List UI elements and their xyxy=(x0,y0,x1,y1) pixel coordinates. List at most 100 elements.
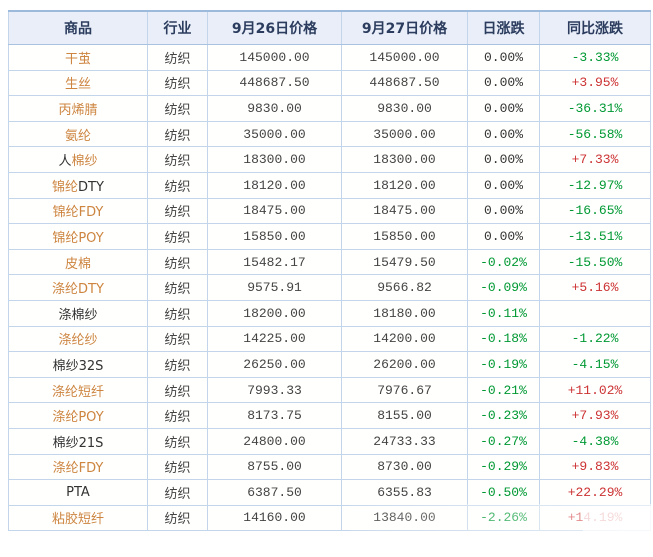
price-0927-cell: 35000.00 xyxy=(341,120,468,148)
price-0927-cell: 448687.50 xyxy=(341,69,468,97)
commodity-link[interactable]: 锦纶DTY xyxy=(8,171,148,199)
price-0927-cell: 15479.50 xyxy=(341,248,468,276)
table-body: 干茧 纺织 145000.00 145000.00 0.00% -3.33% 生丝 纺织 448… xyxy=(8,44,651,532)
daily-change-cell: -2.26% xyxy=(467,504,540,532)
price-0926-cell: 9830.00 xyxy=(207,95,342,122)
price-0927-cell: 26200.00 xyxy=(341,351,468,378)
industry-cell: 纺织 xyxy=(147,197,208,225)
price-0926-cell: 15850.00 xyxy=(207,223,342,250)
daily-change-cell: -0.50% xyxy=(467,479,540,506)
commodity-link[interactable]: 涤纶短纤 xyxy=(8,376,148,404)
price-0926-cell: 18120.00 xyxy=(207,171,342,199)
commodity-name-part: 涤纶POY xyxy=(52,410,104,426)
price-0926-cell: 18300.00 xyxy=(207,146,342,173)
yoy-change-cell: -12.97% xyxy=(539,171,651,199)
commodity-name-part: 棉纱21S xyxy=(52,435,104,451)
yoy-change-cell: -15.50% xyxy=(539,248,651,276)
daily-change-cell: -0.02% xyxy=(467,248,540,276)
commodity-name-part: PTA xyxy=(66,484,90,500)
commodity-name-part: 干茧 xyxy=(64,51,91,67)
yoy-change-cell: -4.38% xyxy=(539,427,651,455)
commodity-name-part: 丙烯腈 xyxy=(58,102,98,118)
commodity-name-part: 氨纶 xyxy=(64,128,91,144)
commodity-link[interactable]: 涤纶POY xyxy=(8,402,148,429)
table-row: 涤纶短纤 纺织 7993.33 7976.67 -0.21% +11.02% xyxy=(8,376,651,404)
commodity-link[interactable]: 涤纶FDY xyxy=(8,453,148,481)
commodity-link[interactable]: 皮棉 xyxy=(8,248,148,276)
header-row: 商品 行业 9月26日价格 9月27日价格 日涨跌 同比涨跌 xyxy=(8,10,651,45)
industry-cell: 纺织 xyxy=(147,453,208,481)
price-0926-cell: 8173.75 xyxy=(207,402,342,429)
yoy-change-cell: +11.02% xyxy=(539,376,651,404)
commodity-label: 棉纱21S xyxy=(8,427,148,455)
commodity-name-part: 涤纶纱 xyxy=(58,333,98,349)
table-row: 涤纶FDY 纺织 8755.00 8730.00 -0.29% +9.83% xyxy=(8,453,651,481)
table-row: 干茧 纺织 145000.00 145000.00 0.00% -3.33% xyxy=(8,44,651,71)
daily-change-cell: 0.00% xyxy=(467,146,540,173)
commodity-label: PTA xyxy=(8,479,148,506)
price-0926-cell: 35000.00 xyxy=(207,120,342,148)
yoy-change-cell xyxy=(539,299,651,327)
commodity-link[interactable]: 锦纶FDY xyxy=(8,197,148,225)
daily-change-cell: -0.27% xyxy=(467,427,540,455)
commodity-link[interactable]: 丙烯腈 xyxy=(8,95,148,122)
price-0926-cell: 9575.91 xyxy=(207,274,342,301)
price-0927-cell: 6355.83 xyxy=(341,479,468,506)
commodity-price-table-wrap: 商品 行业 9月26日价格 9月27日价格 日涨跌 同比涨跌 干茧 纺织 145000.00 1… xyxy=(8,10,651,532)
daily-change-cell: 0.00% xyxy=(467,171,540,199)
daily-change-cell: 0.00% xyxy=(467,69,540,97)
yoy-change-cell: +14.19% xyxy=(539,504,651,532)
commodity-link[interactable]: 粘胶短纤 xyxy=(8,504,148,532)
commodity-link[interactable]: 涤纶DTY xyxy=(8,274,148,301)
daily-change-cell: 0.00% xyxy=(467,223,540,250)
price-0926-cell: 24800.00 xyxy=(207,427,342,455)
commodity-name-part: 锦纶FDY xyxy=(52,205,104,221)
commodity-name-part: 锦纶 xyxy=(52,179,79,195)
yoy-change-cell: +22.29% xyxy=(539,479,651,506)
commodity-link[interactable]: 锦纶POY xyxy=(8,223,148,250)
column-header-daily-change: 日涨跌 xyxy=(467,10,540,45)
table-row: 锦纶FDY 纺织 18475.00 18475.00 0.00% -16.65% xyxy=(8,197,651,225)
industry-cell: 纺织 xyxy=(147,402,208,429)
price-0926-cell: 6387.50 xyxy=(207,479,342,506)
column-header-industry: 行业 xyxy=(147,10,208,45)
column-header-yoy-change: 同比涨跌 xyxy=(539,10,651,45)
daily-change-cell: -0.29% xyxy=(467,453,540,481)
commodity-label: 涤棉纱 xyxy=(8,299,148,327)
industry-cell: 纺织 xyxy=(147,351,208,378)
price-0927-cell: 13840.00 xyxy=(341,504,468,532)
commodity-name-part: DTY xyxy=(78,179,104,195)
commodity-link[interactable]: 涤纶纱 xyxy=(8,325,148,353)
daily-change-cell: -0.11% xyxy=(467,299,540,327)
commodity-link[interactable]: 人棉纱 xyxy=(8,146,148,173)
table-row: 棉纱32S 纺织 26250.00 26200.00 -0.19% -4.15% xyxy=(8,351,651,378)
yoy-change-cell: -36.31% xyxy=(539,95,651,122)
industry-cell: 纺织 xyxy=(147,69,208,97)
price-0927-cell: 18120.00 xyxy=(341,171,468,199)
price-0927-cell: 8730.00 xyxy=(341,453,468,481)
price-0926-cell: 7993.33 xyxy=(207,376,342,404)
price-0927-cell: 18180.00 xyxy=(341,299,468,327)
commodity-name-part: 皮棉 xyxy=(64,256,91,272)
commodity-link[interactable]: 氨纶 xyxy=(8,120,148,148)
industry-cell: 纺织 xyxy=(147,479,208,506)
industry-cell: 纺织 xyxy=(147,95,208,122)
yoy-change-cell: -1.22% xyxy=(539,325,651,353)
column-header-commodity: 商品 xyxy=(8,10,148,45)
commodity-link[interactable]: 生丝 xyxy=(8,69,148,97)
table-row: 涤棉纱 纺织 18200.00 18180.00 -0.11% xyxy=(8,299,651,327)
price-0926-cell: 8755.00 xyxy=(207,453,342,481)
commodity-name-part: 粘胶短纤 xyxy=(51,512,104,528)
commodity-price-table: 商品 行业 9月26日价格 9月27日价格 日涨跌 同比涨跌 干茧 纺织 145000.00 1… xyxy=(8,10,651,532)
commodity-name-part: 涤纶FDY xyxy=(52,461,104,477)
table-row: 生丝 纺织 448687.50 448687.50 0.00% +3.95% xyxy=(8,69,651,97)
yoy-change-cell: +3.95% xyxy=(539,69,651,97)
price-0927-cell: 24733.33 xyxy=(341,427,468,455)
daily-change-cell: 0.00% xyxy=(467,95,540,122)
table-row: 皮棉 纺织 15482.17 15479.50 -0.02% -15.50% xyxy=(8,248,651,276)
price-0927-cell: 15850.00 xyxy=(341,223,468,250)
commodity-link[interactable]: 干茧 xyxy=(8,44,148,71)
yoy-change-cell: +9.83% xyxy=(539,453,651,481)
table-row: PTA 纺织 6387.50 6355.83 -0.50% +22.29% xyxy=(8,479,651,506)
price-0926-cell: 448687.50 xyxy=(207,69,342,97)
